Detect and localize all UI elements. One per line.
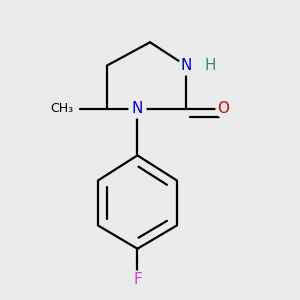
Text: H: H bbox=[205, 58, 216, 73]
Text: O: O bbox=[218, 101, 230, 116]
Text: N: N bbox=[132, 101, 143, 116]
Text: F: F bbox=[133, 272, 142, 287]
Text: N: N bbox=[180, 58, 192, 73]
Text: CH₃: CH₃ bbox=[50, 102, 74, 115]
